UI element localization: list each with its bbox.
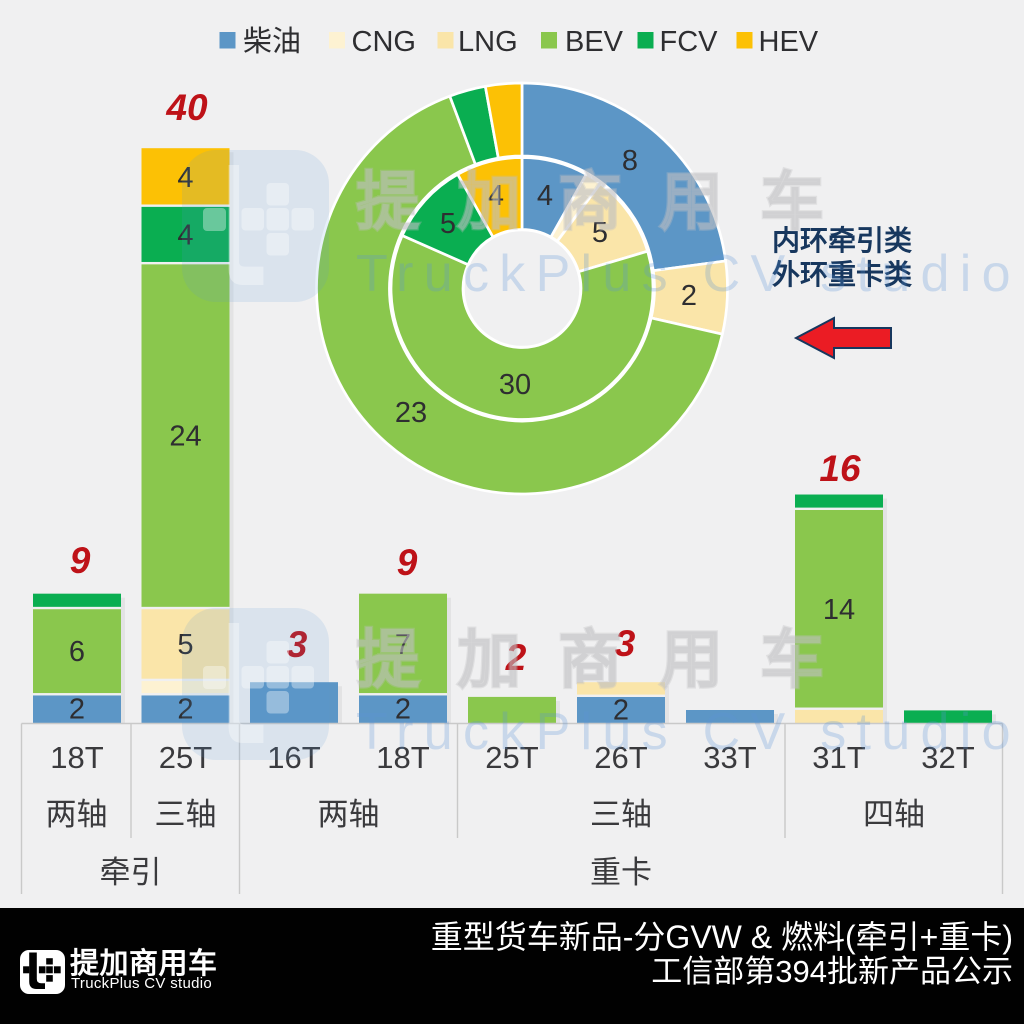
svg-text:3: 3 — [287, 624, 308, 665]
svg-text:16T: 16T — [267, 740, 320, 775]
svg-text:CNG: CNG — [352, 26, 416, 58]
svg-text:工信部第394批新产品公示: 工信部第394批新产品公示 — [651, 954, 1013, 989]
svg-text:2: 2 — [177, 694, 193, 726]
svg-text:14: 14 — [823, 594, 855, 626]
svg-text:4: 4 — [177, 162, 193, 194]
svg-text:重卡: 重卡 — [590, 855, 652, 890]
svg-text:25T: 25T — [485, 740, 538, 775]
svg-text:33T: 33T — [703, 740, 756, 775]
svg-text:三轴: 三轴 — [590, 797, 652, 832]
svg-text:HEV: HEV — [759, 26, 819, 58]
svg-text:3: 3 — [615, 623, 636, 664]
svg-text:2: 2 — [395, 694, 411, 726]
svg-text:重型货车新品-分GVW & 燃料(牵引+重卡): 重型货车新品-分GVW & 燃料(牵引+重卡) — [431, 919, 1013, 955]
svg-text:FCV: FCV — [660, 26, 719, 58]
svg-text:提加商用车: 提加商用车 — [356, 624, 861, 696]
svg-text:5: 5 — [592, 217, 608, 249]
svg-text:30: 30 — [499, 369, 531, 401]
svg-text:外环重卡类: 外环重卡类 — [772, 259, 912, 290]
svg-text:内环牵引类: 内环牵引类 — [772, 225, 912, 256]
svg-text:四轴: 四轴 — [863, 797, 925, 832]
svg-text:BEV: BEV — [565, 26, 624, 58]
svg-text:18T: 18T — [376, 740, 429, 775]
svg-text:5: 5 — [177, 629, 193, 661]
svg-text:2: 2 — [613, 694, 629, 726]
svg-text:提加商用车: 提加商用车 — [70, 946, 218, 980]
svg-text:4: 4 — [537, 180, 553, 212]
svg-text:LNG: LNG — [458, 26, 518, 58]
svg-text:9: 9 — [397, 542, 418, 583]
svg-text:两轴: 两轴 — [46, 797, 108, 832]
svg-text:23: 23 — [395, 397, 427, 429]
svg-text:4: 4 — [488, 180, 504, 212]
svg-text:6: 6 — [69, 636, 85, 668]
svg-text:7: 7 — [395, 629, 411, 661]
svg-text:9: 9 — [70, 540, 91, 581]
svg-text:18T: 18T — [50, 740, 103, 775]
svg-text:31T: 31T — [812, 740, 865, 775]
svg-text:24: 24 — [169, 421, 201, 453]
svg-text:40: 40 — [165, 87, 208, 128]
svg-text:TruckPlus CV studio: TruckPlus CV studio — [71, 975, 212, 992]
svg-text:2: 2 — [69, 694, 85, 726]
svg-text:柴油: 柴油 — [243, 25, 301, 58]
svg-text:4: 4 — [177, 219, 193, 251]
svg-text:25T: 25T — [159, 740, 212, 775]
svg-text:牵引: 牵引 — [100, 855, 162, 890]
svg-text:2: 2 — [505, 637, 527, 678]
svg-text:2: 2 — [681, 280, 697, 312]
svg-text:26T: 26T — [594, 740, 647, 775]
svg-text:5: 5 — [440, 208, 456, 240]
svg-text:两轴: 两轴 — [318, 797, 380, 832]
svg-text:8: 8 — [622, 145, 638, 177]
svg-text:TruckPlus CV studio: TruckPlus CV studio — [356, 703, 1021, 761]
svg-text:提加商用车: 提加商用车 — [356, 166, 861, 238]
svg-text:TruckPlus CV studio: TruckPlus CV studio — [356, 245, 1021, 303]
svg-text:三轴: 三轴 — [155, 797, 217, 832]
svg-text:16: 16 — [819, 448, 861, 489]
svg-text:32T: 32T — [921, 740, 974, 775]
